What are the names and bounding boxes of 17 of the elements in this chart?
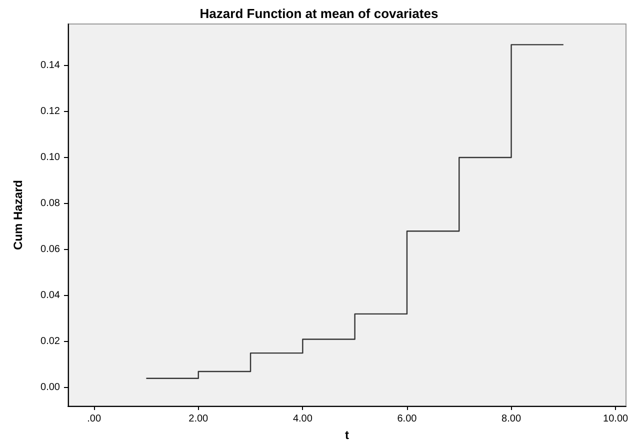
y-tick-label: 0.14 bbox=[40, 60, 60, 71]
y-tick-label: 0.00 bbox=[40, 382, 60, 394]
x-tick-label: 4.00 bbox=[292, 414, 313, 424]
x-tick-label: 10.00 bbox=[603, 414, 629, 424]
x-tick-label: .00 bbox=[87, 414, 102, 424]
y-axis-title: Cum Hazard bbox=[11, 180, 25, 250]
y-tick-label: 0.02 bbox=[40, 336, 60, 348]
y-tick-label: 0.06 bbox=[40, 244, 60, 256]
y-tick-label: 0.08 bbox=[40, 198, 60, 209]
y-tick-label: 0.10 bbox=[40, 152, 60, 163]
y-tick-label: 0.12 bbox=[40, 106, 60, 117]
x-tick-label: 8.00 bbox=[502, 414, 522, 424]
chart-title: Hazard Function at mean of covariates bbox=[200, 6, 438, 21]
y-tick-label: 0.04 bbox=[40, 290, 60, 302]
x-tick-label: 2.00 bbox=[188, 414, 209, 424]
x-tick-label: 6.00 bbox=[397, 414, 418, 424]
x-axis-title: t bbox=[345, 428, 349, 442]
